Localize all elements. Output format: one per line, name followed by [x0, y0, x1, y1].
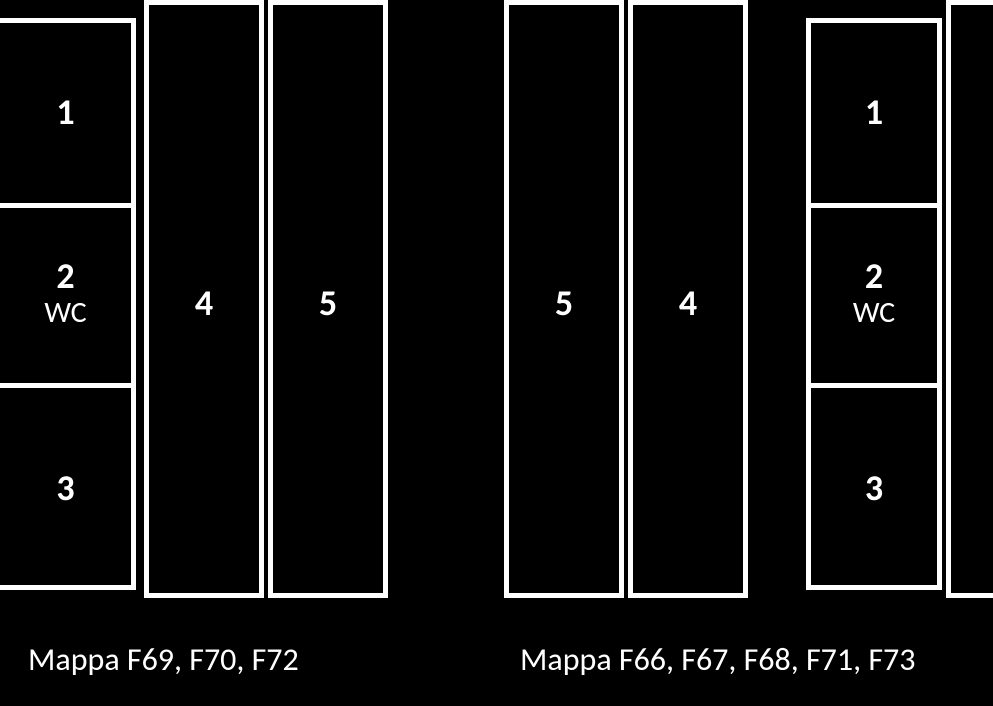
right-col-5: 5	[504, 0, 624, 598]
cell-label: 3	[865, 469, 883, 509]
cell-sublabel: WC	[853, 296, 895, 329]
cell-right-2: 2 WC	[811, 203, 937, 383]
cell-left-4: 4	[149, 5, 259, 603]
layout-left: 1 2 WC 3 4 5	[0, 0, 388, 598]
cell-left-1: 1	[0, 23, 131, 203]
cell-label: 4	[679, 284, 697, 324]
right-edge-col	[946, 0, 993, 598]
cell-label: 5	[555, 284, 573, 324]
cell-label: 5	[319, 284, 337, 324]
cell-right-1: 1	[811, 23, 937, 203]
cell-sublabel: WC	[44, 296, 86, 329]
cell-label: 1	[56, 93, 74, 133]
cell-label: 1	[865, 93, 883, 133]
caption-left: Mappa F69, F70, F72	[28, 640, 299, 679]
caption-right: Mappa F66, F67, F68, F71, F73	[520, 640, 915, 679]
cell-left-2: 2 WC	[0, 203, 131, 383]
cell-right-4: 4	[633, 5, 743, 603]
left-col-5: 5	[268, 0, 388, 598]
cell-right-5: 5	[509, 5, 619, 603]
cell-label: 4	[195, 284, 213, 324]
layout-right: 5 4 1 2 WC 3	[504, 0, 984, 598]
left-small-col: 1 2 WC 3	[0, 18, 136, 590]
cell-left-3: 3	[0, 383, 131, 595]
right-small-col: 1 2 WC 3	[806, 18, 942, 590]
cell-label: 2	[56, 257, 74, 297]
left-col-4: 4	[144, 0, 264, 598]
right-col-4: 4	[628, 0, 748, 598]
cell-label: 3	[56, 469, 74, 509]
cell-right-3: 3	[811, 383, 937, 595]
cell-label: 2	[865, 257, 883, 297]
cell-left-5: 5	[273, 5, 383, 603]
